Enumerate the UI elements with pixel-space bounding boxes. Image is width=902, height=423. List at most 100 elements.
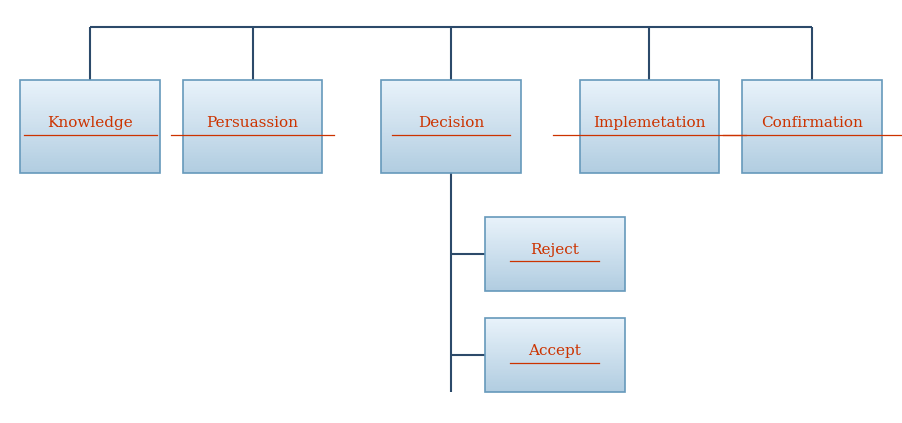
Bar: [741, 144, 882, 146]
Bar: [381, 111, 521, 113]
Bar: [741, 130, 882, 132]
Bar: [485, 280, 624, 281]
Bar: [182, 139, 323, 141]
Bar: [182, 124, 323, 125]
Bar: [381, 90, 521, 91]
Bar: [182, 107, 323, 108]
Bar: [579, 110, 720, 111]
Bar: [182, 111, 323, 113]
Bar: [21, 130, 161, 132]
Bar: [182, 104, 323, 105]
Bar: [182, 172, 323, 173]
Bar: [741, 101, 882, 102]
Bar: [485, 242, 624, 243]
Bar: [21, 153, 161, 155]
Bar: [182, 122, 323, 124]
Bar: [381, 108, 521, 110]
Bar: [21, 155, 161, 157]
Bar: [485, 381, 624, 382]
Bar: [741, 133, 882, 135]
Bar: [485, 378, 624, 379]
Bar: [579, 80, 720, 82]
Bar: [182, 153, 323, 155]
Bar: [21, 105, 161, 107]
Bar: [21, 107, 161, 108]
Bar: [579, 124, 720, 125]
Bar: [579, 141, 720, 143]
Bar: [485, 359, 624, 360]
Bar: [182, 105, 323, 107]
Bar: [182, 82, 323, 83]
Bar: [579, 139, 720, 141]
Bar: [485, 220, 624, 222]
Bar: [485, 245, 624, 246]
Bar: [741, 93, 882, 94]
Bar: [485, 335, 624, 337]
Bar: [485, 253, 624, 254]
Bar: [381, 121, 521, 122]
Bar: [579, 111, 720, 113]
Bar: [182, 93, 323, 94]
Bar: [182, 166, 323, 167]
Bar: [485, 346, 624, 347]
Bar: [485, 330, 624, 331]
Bar: [381, 83, 521, 85]
Bar: [741, 148, 882, 150]
Bar: [485, 352, 624, 353]
Bar: [485, 370, 624, 371]
Bar: [741, 159, 882, 161]
Bar: [485, 323, 624, 324]
Bar: [21, 146, 161, 147]
Bar: [182, 96, 323, 97]
Bar: [579, 166, 720, 167]
Bar: [485, 278, 624, 280]
Bar: [485, 285, 624, 286]
Bar: [182, 170, 323, 172]
Bar: [182, 88, 323, 90]
Bar: [21, 136, 161, 138]
Bar: [182, 129, 323, 130]
Bar: [21, 115, 161, 116]
Bar: [741, 110, 882, 111]
Bar: [21, 113, 161, 115]
Bar: [741, 122, 882, 124]
Bar: [485, 227, 624, 228]
Bar: [741, 169, 882, 170]
Bar: [485, 324, 624, 326]
Bar: [485, 355, 624, 357]
Bar: [485, 337, 624, 338]
Bar: [21, 91, 161, 93]
Bar: [579, 99, 720, 101]
Bar: [21, 102, 161, 104]
Bar: [381, 136, 521, 138]
Bar: [579, 118, 720, 119]
Bar: [485, 376, 624, 377]
Bar: [485, 223, 624, 224]
Bar: [182, 121, 323, 122]
Bar: [579, 83, 720, 85]
Bar: [579, 122, 720, 124]
Bar: [381, 148, 521, 150]
Bar: [485, 269, 624, 270]
Bar: [182, 138, 323, 139]
Bar: [579, 108, 720, 110]
Bar: [485, 390, 624, 391]
Bar: [741, 88, 882, 90]
Bar: [381, 172, 521, 173]
Bar: [485, 250, 624, 251]
Bar: [381, 133, 521, 135]
Bar: [485, 256, 624, 258]
Bar: [485, 350, 624, 352]
Bar: [485, 286, 624, 287]
Bar: [485, 260, 624, 261]
Bar: [579, 91, 720, 93]
Bar: [21, 94, 161, 96]
Bar: [485, 333, 624, 334]
Bar: [182, 155, 323, 157]
Bar: [485, 239, 624, 240]
Bar: [579, 80, 720, 173]
Bar: [579, 88, 720, 90]
Bar: [741, 158, 882, 159]
Bar: [381, 167, 521, 169]
Bar: [741, 97, 882, 99]
